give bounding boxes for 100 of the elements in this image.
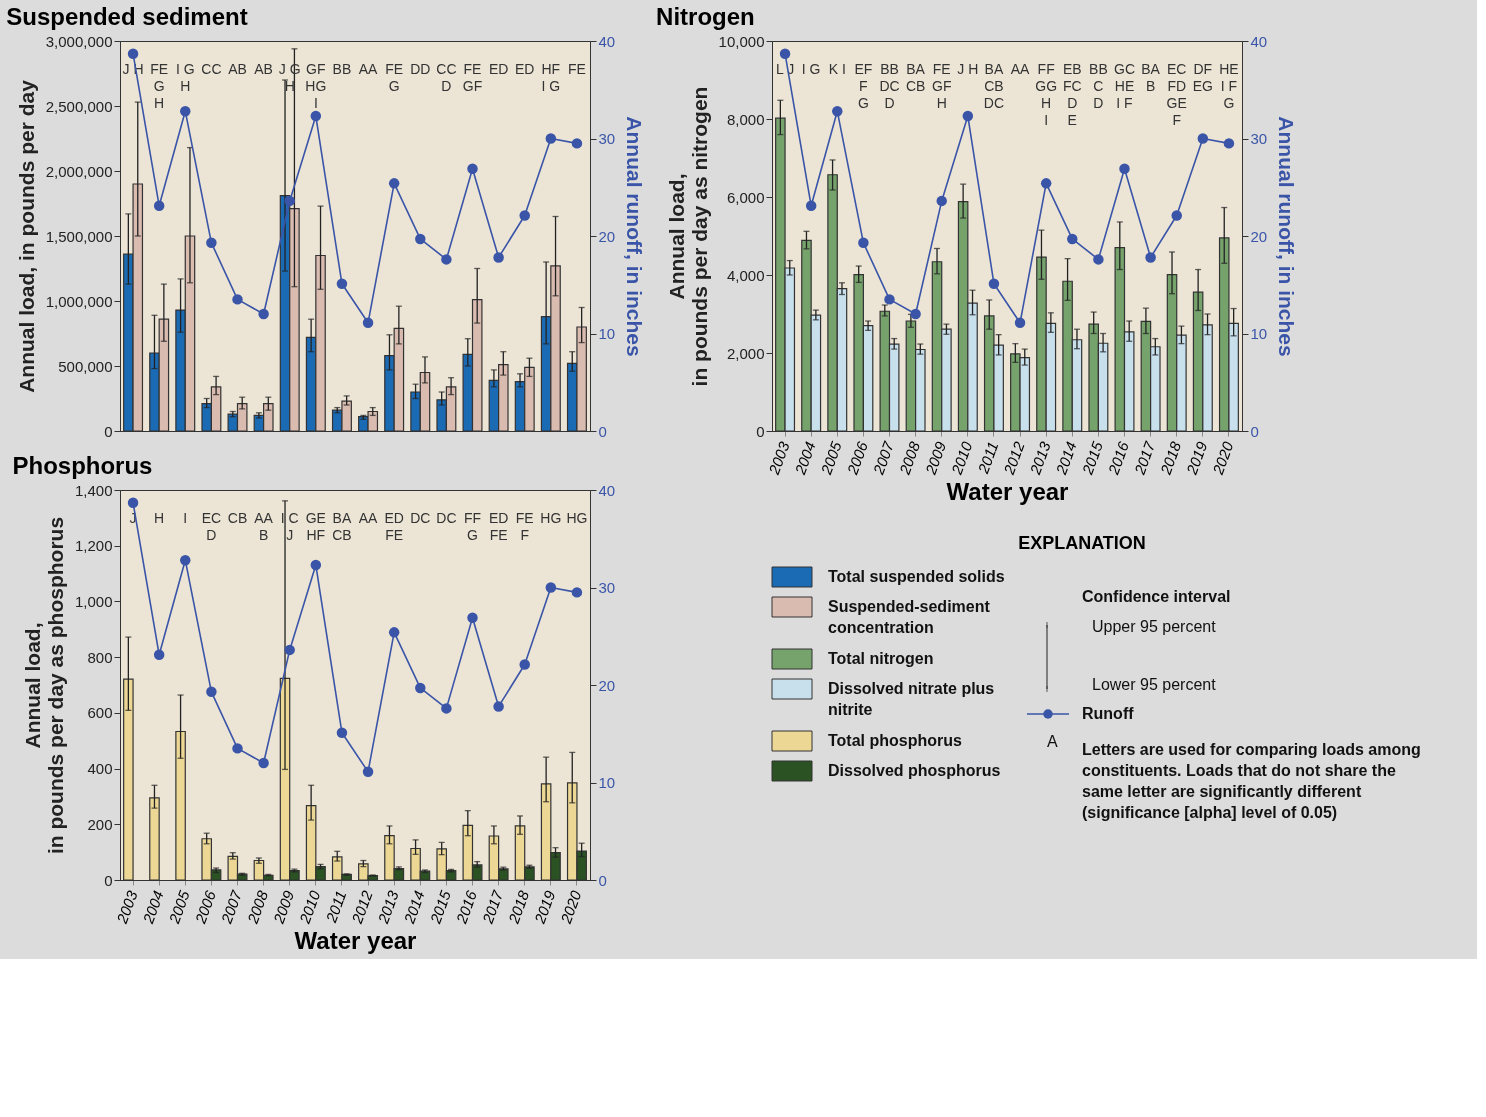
annotation: BA B xyxy=(1141,61,1161,94)
x-tick-label: 2018 xyxy=(504,887,533,927)
annotation: FE GF H xyxy=(932,61,952,111)
x-tick-label: 2004 xyxy=(138,888,167,927)
annotation: I G H xyxy=(175,61,195,94)
chart-title: Suspended sediment xyxy=(6,3,248,30)
annotation: DF EG xyxy=(1192,61,1213,94)
annotation: HE I F G xyxy=(1219,61,1239,111)
annotation: ED FE xyxy=(488,510,509,543)
annotation: BA CB xyxy=(905,61,926,94)
x-tick-label: 2008 xyxy=(895,438,924,478)
x-tick-label: 2004 xyxy=(790,439,819,478)
y-tick-label: 3,000,000 xyxy=(45,32,113,50)
y2-tick-label: 40 xyxy=(1250,32,1268,50)
chart-title: Phosphorus xyxy=(12,452,153,479)
x-tick-label: 2003 xyxy=(764,438,793,478)
text: EXPLANATION xyxy=(1018,533,1146,553)
legend-label: Dissolved phosphorus xyxy=(828,762,1001,779)
x-tick-label: 2012 xyxy=(347,887,376,927)
y-tick-label: 1,000 xyxy=(74,592,113,610)
y2-tick-label: 30 xyxy=(598,130,616,147)
y2-tick-label: 0 xyxy=(598,422,607,440)
y-tick-label: 0 xyxy=(104,422,113,440)
y2-axis-title: Annual runoff, in inches xyxy=(1275,116,1299,357)
legend-label: Suspended-sediment concentration xyxy=(828,598,991,636)
x-tick-label: 2013 xyxy=(373,887,402,927)
y2-tick-label: 10 xyxy=(598,774,616,791)
annotation: AB xyxy=(254,61,273,77)
legend-label: Total suspended solids xyxy=(828,568,1005,585)
annotation: BB C D xyxy=(1089,61,1108,111)
x-tick-label: 2005 xyxy=(165,887,194,927)
x-tick-label: 2014 xyxy=(400,888,428,927)
annotation: EB FC D E xyxy=(1062,61,1082,128)
text: A xyxy=(1047,733,1058,750)
y-tick-label: 4,000 xyxy=(726,266,765,284)
legend-label: Total phosphorus xyxy=(828,732,963,749)
y2-tick-label: 30 xyxy=(1250,130,1268,147)
x-tick-label: 2017 xyxy=(478,887,507,927)
legend-label: Dissolved nitrate plus nitrite xyxy=(828,680,995,718)
annotation: FE GF xyxy=(462,61,483,94)
y2-tick-label: 20 xyxy=(598,676,616,694)
annotation: DC xyxy=(410,510,431,526)
annotation: ED xyxy=(515,61,535,77)
x-axis-title: Water year xyxy=(946,477,1069,505)
x-tick-label: 2010 xyxy=(295,887,324,927)
y-tick-label: 0 xyxy=(104,871,113,889)
annotation: HG xyxy=(566,510,588,526)
x-tick-label: 2017 xyxy=(1130,438,1159,478)
x-axis-title: Water year xyxy=(294,926,417,954)
y-tick-label: 2,500,000 xyxy=(45,97,113,115)
x-tick-label: 2016 xyxy=(1104,438,1133,478)
annotation: EC FD GE F xyxy=(1166,61,1187,128)
annotation: AA B xyxy=(254,510,274,543)
annotation: FE F xyxy=(515,510,534,543)
annotation: CC D xyxy=(436,61,457,94)
y2-tick-label: 40 xyxy=(598,481,616,499)
x-tick-label: 2013 xyxy=(1025,438,1054,478)
annotation: CC xyxy=(201,61,222,77)
x-tick-label: 2011 xyxy=(974,439,1002,477)
y-tick-label: 1,000,000 xyxy=(45,292,113,310)
annotation: J xyxy=(129,510,137,526)
annotation: AA xyxy=(358,510,379,526)
annotation: BA CB xyxy=(332,510,352,543)
y-tick-label: 0 xyxy=(756,422,765,440)
y-tick-label: 400 xyxy=(87,760,113,778)
annotation: CB xyxy=(227,510,248,526)
annotation: BB xyxy=(332,61,352,77)
y-tick-label: 500,000 xyxy=(58,357,113,375)
y-tick-label: 1,400 xyxy=(74,481,113,499)
y2-tick-label: 0 xyxy=(598,871,607,889)
x-tick-label: 2019 xyxy=(1182,438,1211,478)
annotation: FE G H xyxy=(150,61,169,111)
x-tick-label: 2012 xyxy=(999,438,1028,478)
annotation: HG xyxy=(540,510,562,526)
y2-tick-label: 0 xyxy=(1250,422,1259,440)
annotation: J H xyxy=(957,61,979,77)
y-tick-label: 6,000 xyxy=(726,188,765,206)
annotation: ED xyxy=(488,61,509,77)
y2-tick-label: 20 xyxy=(1250,227,1268,245)
annotation: I xyxy=(183,510,188,526)
y-tick-label: 800 xyxy=(87,648,113,666)
y-tick-label: 200 xyxy=(87,815,113,833)
y2-tick-label: 10 xyxy=(1250,325,1268,342)
annotation: GE HF xyxy=(305,510,326,543)
annotation: FF G xyxy=(463,510,482,543)
y2-axis-title: Annual runoff, in inches xyxy=(623,116,647,357)
x-tick-label: 2007 xyxy=(217,887,246,927)
x-tick-label: 2010 xyxy=(947,438,976,478)
y-tick-label: 8,000 xyxy=(726,110,765,128)
text: Confidence interval xyxy=(1082,588,1231,605)
y-tick-label: 10,000 xyxy=(718,32,765,50)
x-tick-label: 2020 xyxy=(556,887,585,927)
annotation: ED FE xyxy=(384,510,404,543)
y-axis-title: Annual load, in pounds per day xyxy=(14,79,38,393)
legend-label: Runoff xyxy=(1082,705,1135,722)
annotation: FE xyxy=(568,61,586,77)
x-tick-label: 2009 xyxy=(269,887,298,927)
annotation: AA xyxy=(358,61,379,77)
x-tick-label: 2015 xyxy=(426,887,455,927)
annotation: DD xyxy=(410,61,431,77)
